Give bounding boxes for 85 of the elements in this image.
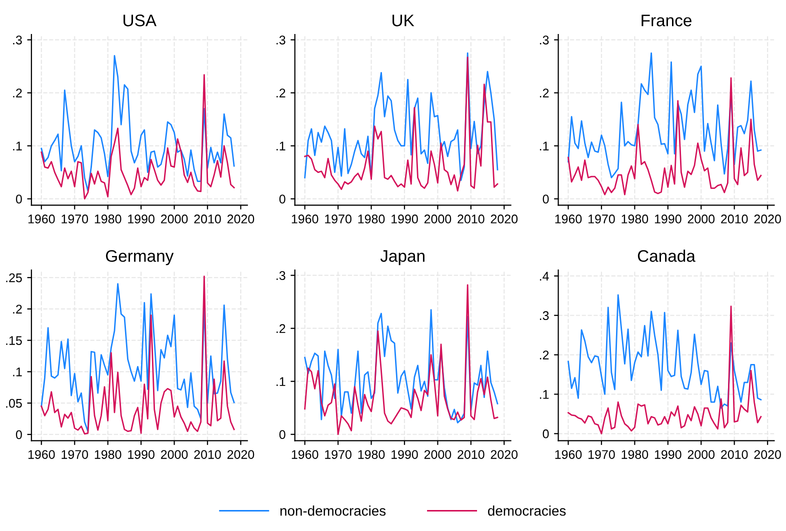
x-tick-label: 1960 — [28, 214, 55, 224]
x-tick-label: 2020 — [227, 214, 254, 224]
y-tick-label: .3 — [276, 36, 286, 44]
x-tick-label: 1980 — [622, 214, 648, 224]
line-series — [568, 52, 762, 178]
x-tick-label: 1990 — [392, 214, 418, 224]
x-tick-label: 1970 — [62, 450, 88, 459]
y-tick-label: .3 — [276, 271, 286, 280]
y-tick-label: .3 — [540, 36, 549, 44]
x-tick-label: 2020 — [754, 214, 781, 224]
x-tick-label: 2000 — [688, 450, 715, 459]
x-tick-label: 1970 — [588, 214, 615, 224]
x-tick-label: 1990 — [654, 214, 682, 224]
x-tick-label: 1960 — [292, 450, 318, 459]
y-tick-label: 0 — [542, 429, 549, 438]
x-tick-label: 1980 — [94, 214, 122, 224]
x-tick-label: 1960 — [555, 450, 582, 459]
y-tick-label: .3 — [540, 311, 549, 320]
x-tick-label: 2000 — [161, 214, 188, 224]
y-tick-label: .2 — [276, 324, 286, 333]
y-tick-label: .2 — [540, 350, 549, 360]
line-series — [568, 294, 762, 409]
x-tick-label: 1970 — [325, 214, 352, 224]
x-tick-label: 2000 — [688, 214, 715, 224]
y-tick-label: 0 — [279, 430, 286, 440]
y-tick-label: .25 — [6, 273, 22, 282]
y-tick-label: .05 — [6, 398, 22, 408]
x-tick-label: 1970 — [588, 450, 615, 459]
x-tick-label: 1960 — [292, 214, 318, 224]
x-tick-label: 2020 — [227, 450, 254, 459]
x-tick-label: 2010 — [721, 450, 748, 459]
legend-label: non-democracies — [280, 506, 386, 516]
y-tick-label: 0 — [16, 430, 22, 440]
x-tick-label: 2010 — [194, 214, 221, 224]
x-tick-label: 2000 — [161, 450, 188, 459]
line-series — [40, 74, 235, 200]
x-tick-label: 2020 — [754, 450, 781, 459]
x-tick-label: 2010 — [458, 214, 484, 224]
y-tick-label: 0 — [279, 194, 286, 204]
line-series — [40, 55, 235, 192]
x-tick-label: 1990 — [128, 450, 154, 459]
y-tick-label: .2 — [13, 88, 22, 98]
y-tick-label: .2 — [276, 88, 286, 98]
x-tick-label: 1960 — [28, 450, 55, 459]
y-tick-label: .1 — [540, 142, 549, 150]
y-tick-label: .2 — [540, 88, 549, 98]
x-tick-label: 2020 — [490, 214, 518, 224]
x-tick-label: 2000 — [424, 450, 452, 459]
x-tick-label: 1960 — [555, 214, 582, 224]
x-tick-label: 2000 — [424, 214, 452, 224]
x-tick-label: 1990 — [392, 450, 418, 459]
y-tick-label: .1 — [276, 142, 286, 150]
chart-title: UK — [392, 14, 414, 26]
y-tick-label: .4 — [540, 272, 549, 280]
legend-label: democracies — [488, 506, 566, 516]
chart-title: France — [642, 14, 692, 26]
y-tick-label: 0 — [542, 194, 549, 204]
chart-title: USA — [124, 14, 156, 26]
x-tick-label: 1970 — [62, 214, 88, 224]
x-tick-label: 1980 — [358, 214, 385, 224]
y-tick-label: .1 — [13, 368, 22, 376]
line-series — [568, 77, 762, 196]
chart-title: Canada — [638, 250, 696, 262]
y-tick-label: .1 — [540, 390, 549, 399]
x-tick-label: 2020 — [490, 450, 518, 459]
line-series — [304, 284, 498, 436]
y-tick-label: 0 — [16, 194, 22, 204]
x-tick-label: 1980 — [358, 450, 385, 459]
line-series — [568, 306, 762, 434]
x-tick-label: 2010 — [194, 450, 221, 459]
y-tick-label: .2 — [13, 304, 22, 314]
chart-title: Japan — [380, 250, 424, 266]
y-tick-label: .1 — [13, 142, 22, 150]
x-tick-label: 1980 — [94, 450, 122, 459]
x-tick-label: 2010 — [458, 450, 484, 459]
y-tick-label: .15 — [6, 336, 22, 345]
y-tick-label: .3 — [13, 36, 22, 44]
chart-title: Germany — [106, 250, 174, 266]
x-tick-label: 1980 — [622, 450, 648, 459]
x-tick-label: 1970 — [325, 450, 352, 459]
x-tick-label: 1990 — [654, 450, 682, 459]
x-tick-label: 2010 — [721, 214, 748, 224]
x-tick-label: 1990 — [128, 214, 154, 224]
line-series — [304, 309, 498, 424]
y-tick-label: .1 — [276, 377, 286, 386]
